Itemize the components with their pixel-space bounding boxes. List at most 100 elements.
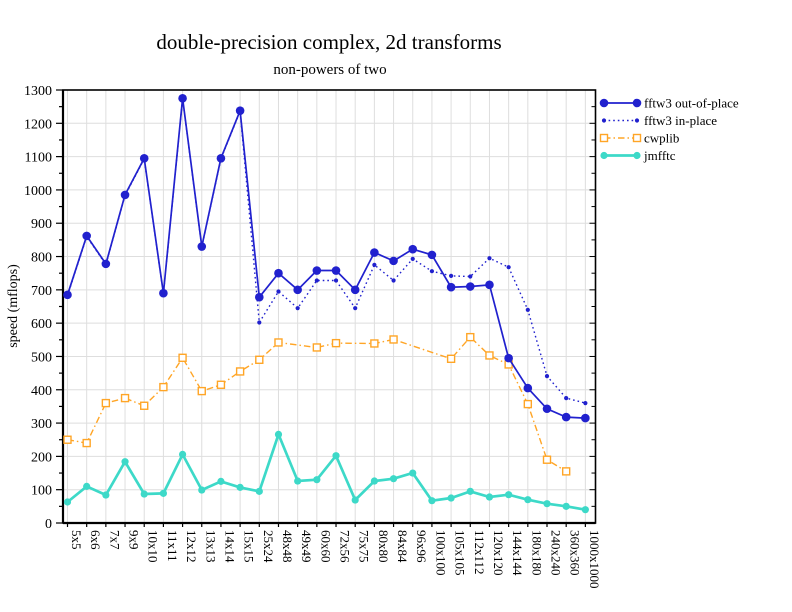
marker-dot [350, 285, 360, 295]
marker-square [274, 338, 283, 347]
data-series [63, 94, 590, 514]
marker-dot [601, 118, 607, 123]
marker-dot [633, 151, 641, 160]
marker-dot [254, 292, 264, 302]
marker-square [523, 399, 533, 409]
x-tick-label: 112x112 [472, 530, 487, 575]
y-tick-label: 400 [31, 384, 52, 399]
marker-dot [632, 98, 642, 108]
x-tick-label: 6x6 [88, 530, 103, 550]
marker-dot [333, 278, 339, 283]
marker-square [216, 380, 226, 389]
marker-dot [544, 374, 550, 379]
marker-dot [216, 153, 226, 163]
marker-dot [391, 278, 396, 283]
marker-square [140, 401, 149, 410]
y-tick-label: 800 [31, 251, 52, 266]
marker-dot [504, 353, 513, 363]
y-tick-label: 700 [31, 284, 52, 299]
marker-dot [159, 489, 167, 497]
marker-dot [600, 151, 608, 160]
x-tick-label: 1000x1000 [587, 530, 602, 589]
marker-square [446, 354, 456, 363]
axes-frame [56, 89, 597, 527]
marker-dot [353, 306, 358, 311]
marker-dot [449, 273, 454, 278]
marker-dot [468, 274, 473, 279]
marker-dot [101, 259, 111, 269]
marker-square [197, 386, 206, 396]
x-tick-label: 105x105 [453, 530, 468, 576]
marker-square [632, 133, 642, 143]
marker-dot [197, 242, 207, 251]
marker-dot [370, 248, 379, 257]
x-tick-label: 75x75 [357, 530, 372, 563]
marker-dot [505, 491, 513, 499]
marker-square [389, 335, 398, 344]
marker-square [120, 393, 130, 403]
chart-title: double-precision complex, 2d transforms [156, 30, 501, 54]
x-tick-label: 240x240 [549, 530, 564, 576]
marker-dot [140, 490, 148, 498]
y-tick-label: 0 [45, 517, 52, 532]
marker-dot [389, 475, 398, 483]
x-tick-label: 11x11 [165, 530, 180, 562]
marker-dot [217, 477, 225, 485]
x-tick-label: 14x14 [222, 530, 237, 563]
marker-dot [332, 452, 340, 460]
marker-dot [429, 269, 435, 274]
marker-dot [561, 412, 571, 422]
series-cwplib [63, 332, 571, 476]
y-tick-label: 1200 [24, 117, 52, 132]
x-tick-label: 15x15 [242, 530, 257, 563]
x-tick-label: 84x84 [395, 530, 410, 563]
y-tick-label: 1100 [25, 151, 52, 166]
legend-entry-jmfftc: jmfftc [600, 148, 676, 163]
marker-square [255, 355, 264, 364]
marker-dot [139, 153, 149, 163]
marker-dot [427, 250, 437, 260]
marker-dot [293, 285, 302, 295]
series-jmfftc [63, 430, 589, 514]
x-tick-label: 120x120 [491, 530, 506, 576]
x-tick-label: 100x100 [433, 530, 448, 576]
marker-dot [159, 288, 168, 298]
marker-dot [487, 256, 492, 261]
marker-dot [120, 190, 130, 200]
marker-dot [485, 280, 494, 290]
marker-dot [351, 496, 359, 504]
y-tick-label: 200 [31, 450, 52, 465]
chart-subtitle: non-powers of two [273, 62, 386, 78]
y-tick-label: 600 [31, 317, 52, 332]
marker-dot [295, 306, 300, 311]
x-tick-label: 80x80 [376, 530, 391, 563]
marker-square [82, 438, 91, 448]
y-tick-label: 1000 [24, 184, 52, 199]
x-tick-label: 7x7 [107, 530, 122, 550]
marker-square [485, 351, 494, 360]
x-tick-label: 180x180 [529, 530, 544, 576]
marker-dot [446, 282, 456, 292]
series-line [66, 430, 586, 512]
x-tick-label: 49x49 [299, 530, 314, 563]
marker-dot [274, 430, 283, 439]
x-tick-label: 10x10 [146, 530, 161, 563]
marker-dot [465, 282, 475, 291]
marker-dot [257, 320, 262, 325]
marker-dot [408, 244, 418, 254]
x-tick-label: 360x360 [568, 530, 583, 576]
marker-dot [485, 493, 494, 501]
marker-square [312, 343, 322, 352]
marker-dot [562, 502, 570, 510]
marker-dot [410, 256, 415, 261]
marker-dot [121, 458, 129, 466]
x-tick-label: 9x9 [127, 530, 142, 550]
x-tick-label: 144x144 [510, 530, 525, 576]
marker-dot [236, 483, 244, 491]
marker-dot [63, 290, 72, 300]
legend-label: fftw3 in-place [644, 113, 717, 128]
marker-square [542, 455, 552, 464]
series-line [66, 98, 586, 419]
y-tick-label: 300 [31, 417, 52, 432]
marker-square [63, 435, 72, 444]
